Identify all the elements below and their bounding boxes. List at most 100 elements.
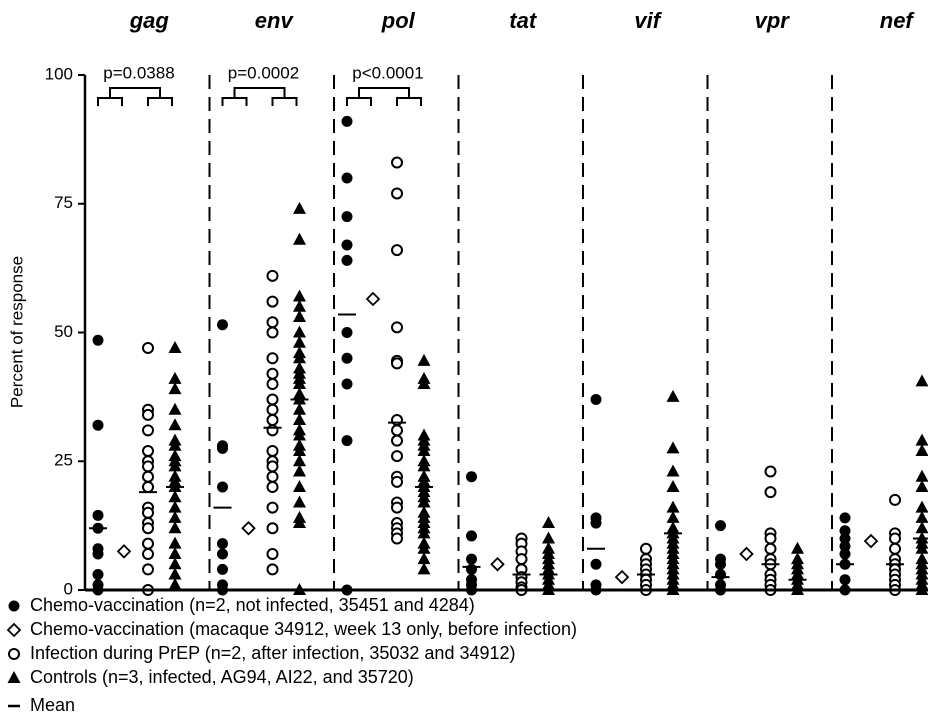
data-point (92, 509, 104, 521)
data-point (666, 441, 680, 454)
data-point (142, 522, 154, 535)
data-point (542, 516, 555, 529)
data-point (739, 546, 754, 562)
data-point (168, 459, 182, 472)
data-point (217, 548, 228, 560)
y-tick-label: 100 (45, 64, 73, 83)
data-point (293, 413, 306, 426)
y-tick-label: 50 (54, 322, 73, 341)
data-point (266, 403, 279, 416)
data-point (266, 470, 279, 483)
data-point (293, 516, 306, 529)
data-point (142, 408, 154, 421)
data-point (391, 434, 403, 447)
data-point (217, 563, 228, 575)
legend-label: Infection during PrEP (n=2, after infect… (30, 643, 516, 663)
data-point (417, 353, 431, 366)
data-point (839, 525, 851, 537)
category-title: vif (634, 8, 662, 33)
data-point (490, 556, 505, 572)
data-point (391, 321, 403, 334)
data-point (764, 542, 777, 555)
legend-marker (8, 600, 20, 612)
data-point (92, 548, 104, 560)
data-point (92, 419, 104, 431)
data-point (266, 316, 279, 329)
data-point (266, 295, 279, 308)
data-point (293, 402, 306, 415)
data-point (142, 470, 154, 483)
data-point (341, 254, 353, 266)
data-point (266, 563, 279, 576)
data-point (391, 156, 403, 169)
data-point (217, 442, 228, 454)
y-tick-label: 75 (54, 193, 73, 212)
data-point (341, 352, 353, 364)
data-point (293, 428, 306, 441)
data-point (293, 480, 306, 492)
data-point (266, 460, 279, 473)
data-point (341, 115, 353, 127)
data-point (217, 481, 228, 493)
data-point (168, 438, 182, 451)
data-point (417, 562, 431, 575)
data-point (217, 319, 228, 331)
data-point (417, 459, 431, 472)
category-title: nef (880, 8, 916, 33)
data-point (142, 444, 154, 457)
data-point (791, 541, 804, 554)
data-point (839, 540, 851, 552)
p-value: p<0.0001 (352, 63, 423, 82)
data-point (142, 460, 154, 473)
data-point (217, 538, 228, 550)
data-point (915, 469, 928, 482)
data-point (515, 553, 528, 566)
data-point (915, 433, 928, 446)
data-point (915, 510, 928, 523)
data-point (666, 510, 680, 523)
data-point (168, 546, 182, 559)
data-point (293, 495, 306, 508)
data-point (417, 541, 431, 554)
data-point (466, 530, 477, 542)
legend-label: Chemo-vaccination (macaque 34912, week 1… (30, 619, 577, 639)
data-point (391, 357, 403, 370)
data-point (417, 377, 431, 389)
data-point (391, 424, 403, 437)
data-point (915, 500, 928, 513)
data-point (915, 374, 928, 387)
data-point (542, 531, 555, 544)
data-point (266, 414, 279, 427)
data-point (839, 548, 851, 560)
data-point (341, 172, 353, 184)
data-point (116, 544, 132, 559)
legend-label: Mean (30, 695, 75, 715)
data-point (266, 547, 279, 560)
legend-marker (8, 648, 20, 660)
data-point (764, 532, 777, 545)
data-point (715, 558, 726, 570)
data-point (142, 424, 154, 437)
data-point (142, 481, 154, 493)
data-point (293, 232, 306, 245)
data-point (168, 500, 182, 513)
data-point (293, 454, 306, 467)
data-point (466, 471, 477, 483)
data-point (889, 493, 901, 506)
data-point (168, 557, 182, 570)
data-point (341, 435, 353, 447)
data-point (293, 464, 306, 477)
data-point (341, 327, 353, 338)
data-point (839, 574, 851, 586)
data-point (915, 480, 928, 492)
data-point (266, 326, 279, 339)
data-point (142, 547, 154, 560)
category-title: vpr (755, 8, 791, 33)
data-point (417, 443, 431, 456)
data-point (915, 521, 928, 534)
data-point (915, 541, 928, 554)
data-point (92, 569, 104, 581)
data-point (341, 211, 353, 223)
data-point (839, 533, 851, 544)
